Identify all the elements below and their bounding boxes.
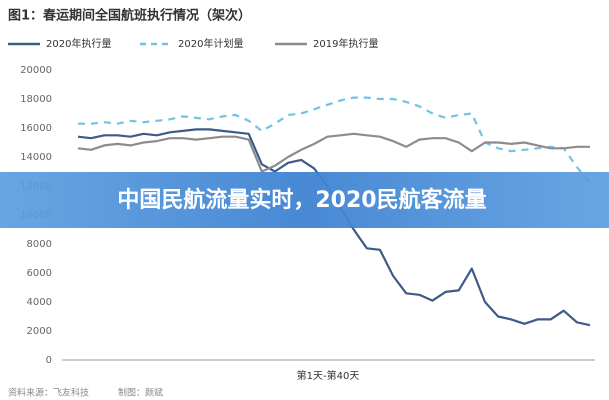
credit: 制图：颜斌 [118, 387, 163, 399]
overlay-band [0, 172, 609, 228]
y-tick-label: 14000 [20, 152, 52, 163]
legend-label: 2020年执行量 [46, 37, 111, 50]
overlay-text: 中国民航流量实时，2020民航客流量 [117, 187, 486, 213]
y-tick-label: 4000 [27, 297, 52, 308]
legend-label: 2019年执行量 [313, 37, 378, 50]
legend-label: 2020年计划量 [178, 37, 243, 50]
y-tick-label: 18000 [20, 94, 52, 105]
source: 资料来源：飞友科技 [8, 387, 89, 399]
y-tick-label: 16000 [20, 123, 52, 134]
chart-title: 图1：春运期间全国航班执行情况（架次） [8, 8, 251, 24]
series-line [77, 132, 590, 173]
y-tick-label: 2000 [27, 326, 52, 337]
y-tick-label: 6000 [27, 268, 52, 279]
x-axis-label: 第1天-第40天 [297, 369, 360, 382]
y-tick-label: 0 [46, 355, 52, 366]
y-tick-label: 20000 [20, 65, 52, 76]
y-tick-label: 8000 [27, 239, 52, 250]
